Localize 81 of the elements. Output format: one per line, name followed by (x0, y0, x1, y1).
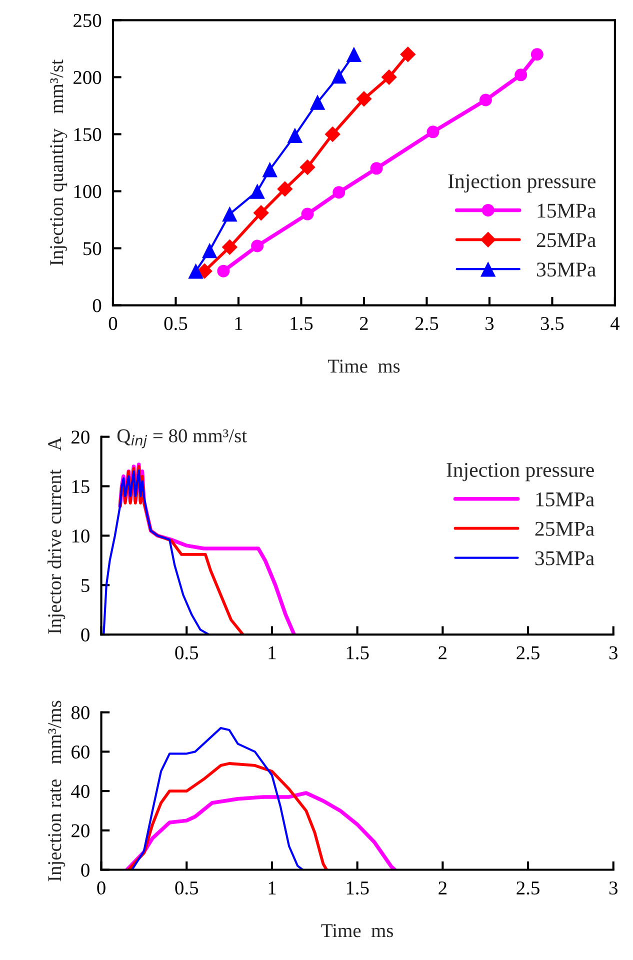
point (324, 126, 340, 142)
y-tick-label: 20 (72, 430, 90, 444)
x-tick-label: 4 (610, 317, 620, 330)
x-tick-label: 1.5 (346, 646, 369, 660)
x-axis-title: Time ms (321, 924, 394, 938)
legend-label: 15MPa (538, 204, 596, 218)
point (202, 242, 218, 258)
x-tick-label: 1.5 (346, 882, 369, 895)
y-tick-label: 0 (81, 628, 90, 642)
point (196, 263, 212, 279)
x-tick-label: 0.5 (175, 881, 198, 895)
point (346, 46, 362, 62)
point (217, 264, 230, 278)
x-tick-label: 1 (268, 646, 276, 660)
y-axis-title: Injector drive current A (48, 437, 66, 634)
x-tick-label: 2 (360, 317, 368, 330)
y-tick-label: 0 (81, 864, 90, 877)
y-tick-label: 80 (71, 706, 90, 720)
point (332, 186, 346, 199)
point (370, 162, 383, 175)
point (262, 162, 278, 178)
line-series (127, 762, 328, 870)
y-tick-label: 0 (92, 299, 102, 312)
legend-label: 15MPa (536, 492, 594, 506)
y-tick-label: 100 (74, 185, 102, 198)
legend-title: Injection pressure (446, 462, 594, 482)
y-axis-title: Injection rate mm³/ms (48, 700, 66, 882)
y-axis-title: Injection quantity mm³/st (50, 59, 68, 266)
point (188, 263, 204, 279)
point (530, 48, 544, 61)
point (479, 94, 492, 106)
point (300, 159, 316, 176)
y-tick-label: 60 (72, 745, 90, 759)
point (287, 128, 303, 143)
point (253, 205, 269, 221)
y-tick-label: 5 (82, 579, 90, 592)
line-series (130, 727, 304, 870)
point (381, 69, 397, 86)
x-tick-label: 1 (235, 317, 242, 330)
point (301, 208, 314, 220)
x-tick-label: 3.5 (540, 317, 564, 330)
line-series (102, 469, 210, 635)
legend-label: 35MPa (537, 262, 596, 277)
x-tick-label: 1 (268, 882, 276, 894)
point (331, 68, 347, 84)
y-tick-label: 200 (74, 71, 102, 84)
x-tick-label: 3 (609, 881, 618, 895)
point (250, 184, 265, 199)
point (400, 46, 416, 62)
x-tick-label: 2.5 (516, 881, 540, 895)
point (222, 206, 238, 222)
x-tick-label: 0 (108, 316, 118, 330)
x-tick-label: 2 (438, 881, 446, 894)
y-tick-label: 20 (72, 824, 90, 838)
y-tick-label: 10 (72, 529, 90, 543)
x-tick-label: 1.5 (290, 317, 313, 330)
legend-label: 25MPa (535, 522, 594, 536)
x-tick-label: 2.5 (516, 646, 540, 660)
point (251, 240, 264, 252)
point (310, 94, 326, 110)
x-tick-label: 2.5 (415, 317, 438, 330)
x-axis-title: Time ms (328, 360, 400, 373)
x-tick-label: 3 (609, 646, 618, 660)
legend-label: 35MPa (535, 551, 594, 566)
x-tick-label: 0.5 (164, 316, 188, 330)
legend-title: Injection pressure (448, 174, 596, 193)
point (277, 181, 293, 197)
point (222, 239, 238, 255)
y-tick-label: 50 (84, 242, 102, 256)
x-tick-label: 2 (438, 646, 446, 660)
legend-label: 25MPa (536, 233, 596, 248)
y-tick-label: 15 (72, 480, 90, 494)
y-tick-label: 250 (74, 14, 102, 28)
x-tick-label: 0.5 (175, 646, 198, 660)
point (356, 90, 372, 107)
x-tick-label: 3 (486, 317, 494, 330)
point (426, 126, 440, 138)
annotation: Q$_{inj}$ = 80 mm³/st (117, 429, 247, 448)
y-tick-label: 150 (74, 128, 102, 142)
point (514, 68, 528, 82)
y-tick-label: 40 (71, 784, 90, 798)
